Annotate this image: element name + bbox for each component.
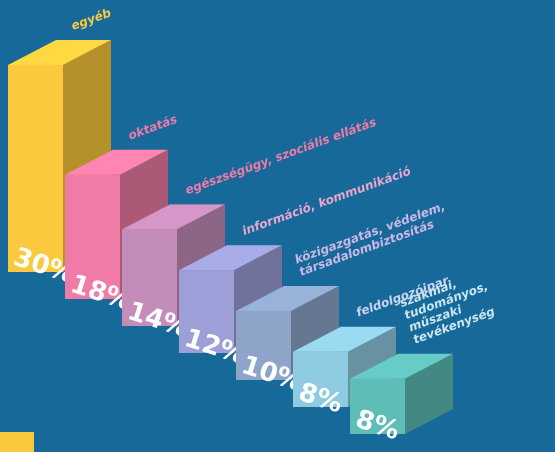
bar	[8, 65, 63, 272]
chart: 30%egyéb18%oktatás14%egészségügy, szociá…	[0, 0, 555, 452]
decor	[0, 432, 34, 452]
